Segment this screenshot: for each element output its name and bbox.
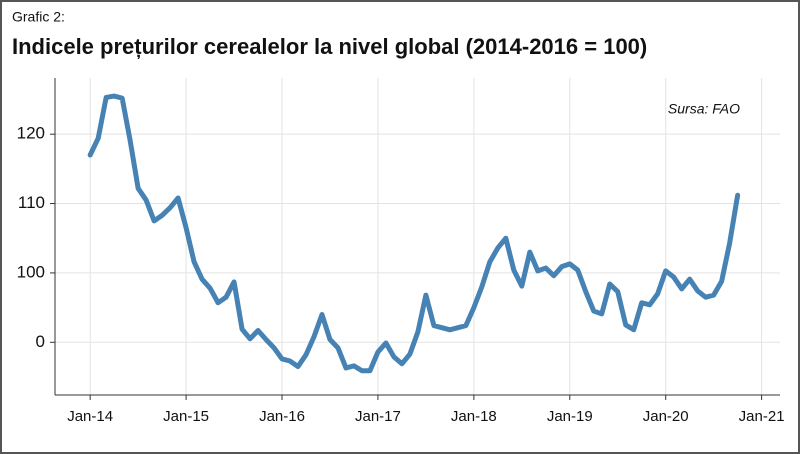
- annotation: Sursa: FAO: [668, 101, 740, 117]
- y-tick-label: 110: [18, 193, 45, 212]
- y-tick-label: 100: [17, 262, 45, 281]
- chart-title: Indicele prețurilor cerealelor la nivel …: [12, 34, 647, 59]
- chart-label: Grafic 2:: [12, 9, 65, 25]
- x-tick-label: Jan-14: [67, 408, 113, 425]
- x-tick-label: Jan-18: [451, 408, 497, 425]
- line: [87, 93, 741, 374]
- x-tick-label: Jan-20: [643, 408, 689, 425]
- x-tick-label: Jan-15: [163, 408, 209, 425]
- x-tick-label: Jan-16: [259, 408, 305, 425]
- x-tick-label: Jan-19: [547, 408, 593, 425]
- x-tick-label: Jan-17: [355, 408, 401, 425]
- y-tick-label: 0: [36, 332, 45, 351]
- y-tick-label: 120: [17, 124, 45, 143]
- x-tick-label: Jan-21: [739, 408, 785, 425]
